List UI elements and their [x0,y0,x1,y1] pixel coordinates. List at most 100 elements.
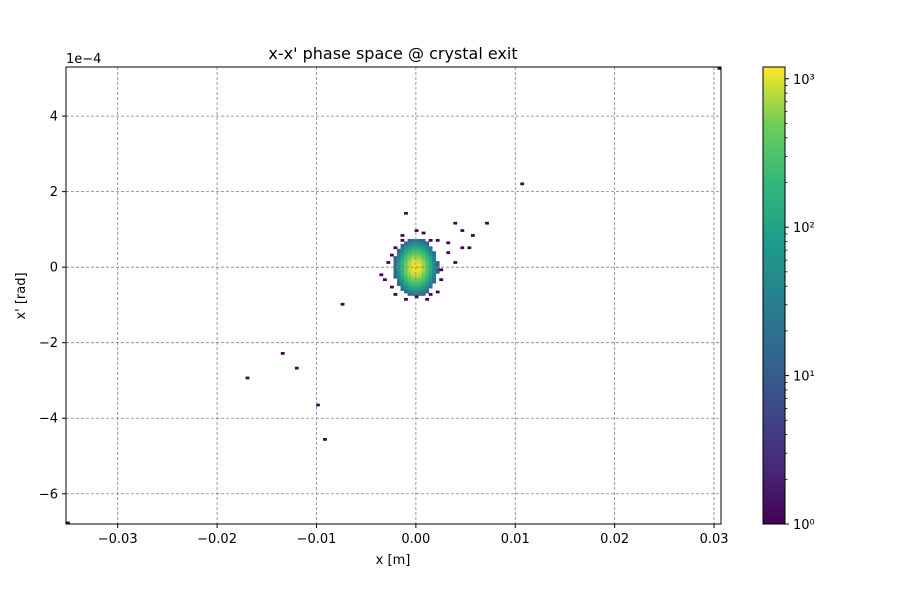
heatmap-cell [400,263,405,267]
heatmap-cell [404,268,408,272]
heatmap-cell [411,268,415,272]
heatmap-cell [393,246,398,250]
heatmap-cell [393,275,398,279]
heatmap-cell [397,283,401,286]
heatmap-cell [414,268,419,272]
heatmap-cell [432,270,437,274]
heatmap-cell [404,261,408,264]
heatmap-cell [400,243,405,247]
heatmap-cell [425,256,430,259]
heatmap-cell [421,251,426,255]
heatmap-cell [407,280,412,284]
heatmap-cell [393,261,398,264]
heatmap-cell [404,246,408,250]
x-tick-label: −0.01 [297,532,337,547]
heatmap-cell [439,278,444,282]
heatmap-cell [411,290,415,294]
heatmap-cell [425,270,430,274]
heatmap-cell [411,258,415,262]
heatmap-cell [411,256,415,259]
plot-area [65,66,722,525]
heatmap-cell [407,256,412,259]
heatmap-cell [470,234,475,237]
heatmap-cell [418,273,422,277]
heatmap-cell [400,275,405,279]
heatmap-cell [404,248,408,252]
heatmap-cell [404,275,408,279]
heatmap-cell [453,261,458,264]
heatmap-cell [432,266,437,269]
heatmap-cell [397,258,401,262]
heatmap-cell [407,275,412,279]
heatmap-cell [421,285,426,289]
heatmap-cell [400,238,405,242]
heatmap-cell [421,246,426,250]
heatmap-cell [393,266,398,269]
heatmap-cell [397,275,401,279]
colorbar-tick-label: 10² [793,221,815,236]
heatmap-cell [407,288,412,291]
x-axis: −0.03 −0.02 −0.01 0.00 0.01 0.02 0.03 [98,524,729,547]
heatmap-cell [400,278,405,282]
heatmap-cells [66,67,722,525]
colorbar: 10⁰ 10¹ 10² 10³ [762,66,815,533]
heatmap-cell [404,243,408,247]
heatmap-cell [418,248,422,252]
heatmap-cell [418,283,422,286]
heatmap-cell [414,290,419,294]
heatmap-cell [411,241,415,245]
heatmap-cell [407,270,412,274]
heatmap-cell [407,290,412,294]
heatmap-cell [414,275,419,279]
heatmap-cell [400,268,405,272]
heatmap-cell [404,288,408,291]
heatmap-cell [421,248,426,252]
heatmap-cell [428,263,433,267]
heatmap-cell [428,256,433,259]
heatmap-cell [400,273,405,277]
x-tick-label: 0.03 [700,532,729,547]
heatmap-cell [432,273,437,277]
heatmap-cell [460,229,465,232]
heatmap-cell [485,221,489,225]
heatmap-cell [414,256,419,259]
heatmap-cell [432,261,437,264]
heatmap-cell [400,248,405,252]
heatmap-cell [323,438,327,441]
heatmap-cell [421,273,426,277]
heatmap-cell [397,253,401,257]
heatmap-cell [414,246,419,250]
heatmap-cell [407,246,412,250]
heatmap-cell [414,251,419,255]
heatmap-cell [404,256,408,259]
chart-title: x-x' phase space @ crystal exit [268,44,517,63]
heatmap-cell [340,302,345,306]
x-axis-label: x [m] [376,553,411,568]
heatmap-cell [435,238,440,242]
heatmap-cell [407,261,412,264]
heatmap-cell [407,283,412,286]
heatmap-cell [453,221,458,225]
heatmap-cell [432,258,437,262]
heatmap-cell [446,251,451,255]
heatmap-cell [428,283,433,286]
heatmap-cell [397,268,401,272]
heatmap-cell [400,261,405,264]
heatmap-cell [467,246,472,250]
heatmap-cell [418,288,422,291]
grid-lines [66,67,721,524]
heatmap-cell [418,278,422,282]
heatmap-cell [400,258,405,262]
heatmap-cell [400,246,405,250]
heatmap-cell [421,290,426,294]
heatmap-cell [280,352,285,355]
heatmap-cell [425,283,430,286]
heatmap-cell [393,263,398,267]
heatmap-cell [407,273,412,277]
y-tick-label: 4 [50,110,58,125]
heatmap-cell [428,266,433,269]
y-tick-label: 2 [50,185,58,200]
heatmap-cell [404,266,408,269]
y-offset-label: 1e−4 [66,52,101,67]
